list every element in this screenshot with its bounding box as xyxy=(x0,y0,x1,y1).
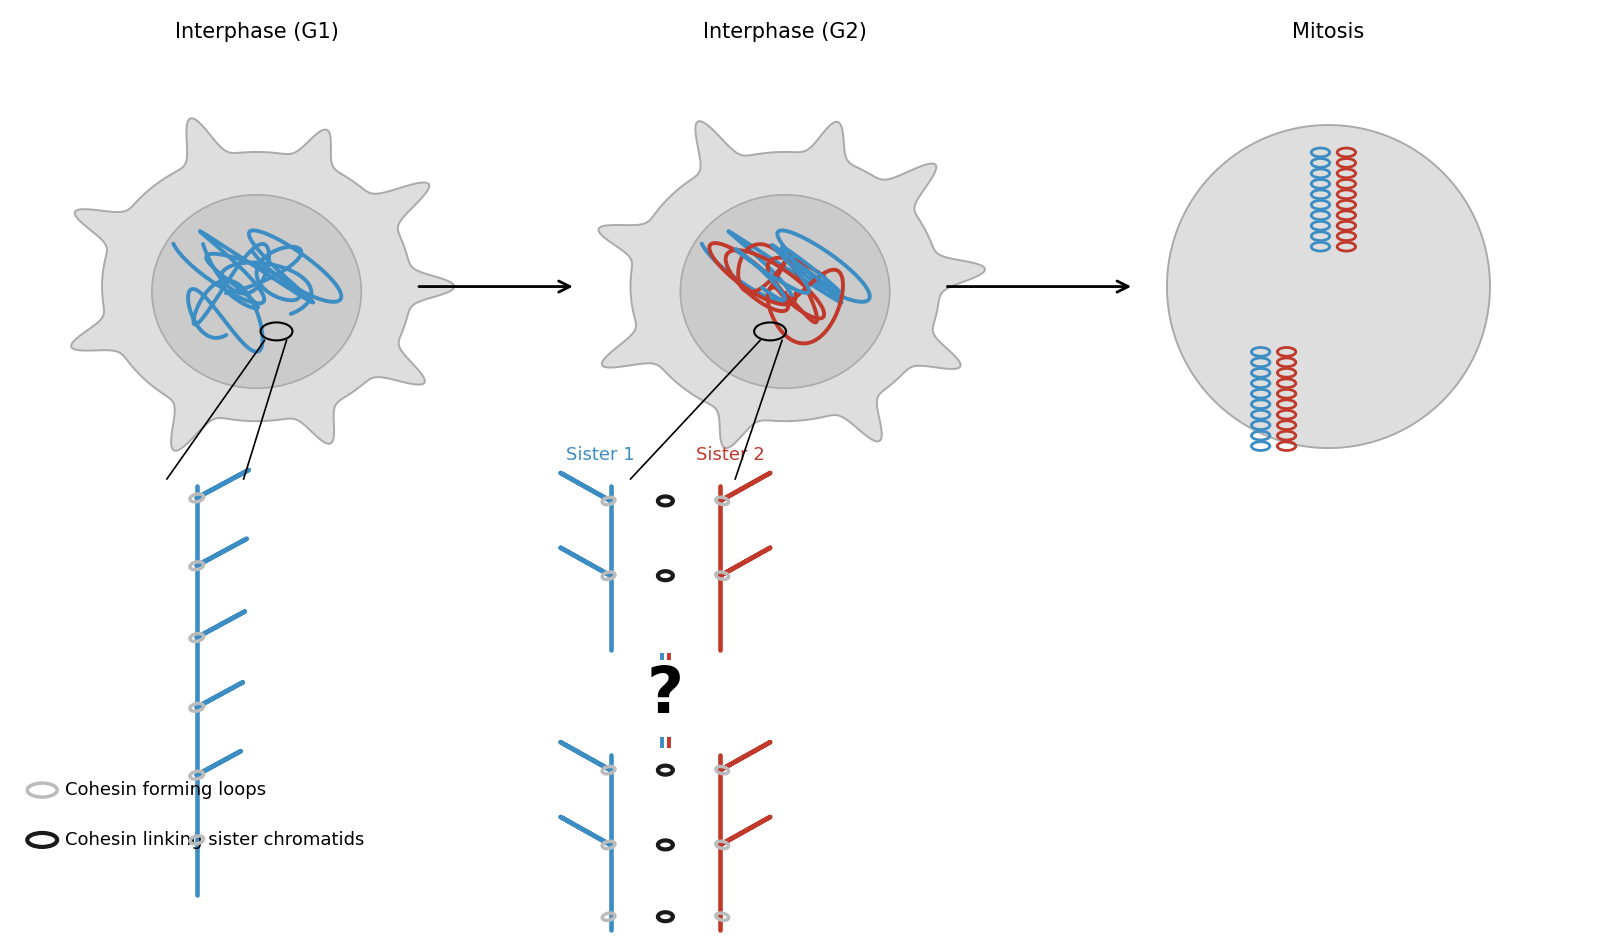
Circle shape xyxy=(1167,125,1491,448)
Text: ?: ? xyxy=(647,665,684,727)
Text: Mitosis: Mitosis xyxy=(1292,22,1364,43)
Text: Interphase (G1): Interphase (G1) xyxy=(175,22,338,43)
Ellipse shape xyxy=(152,195,362,388)
Text: Interphase (G2): Interphase (G2) xyxy=(703,22,868,43)
Polygon shape xyxy=(599,121,985,448)
Text: Sister 2: Sister 2 xyxy=(696,446,765,464)
Polygon shape xyxy=(70,118,455,451)
Text: Cohesin linking sister chromatids: Cohesin linking sister chromatids xyxy=(66,831,365,849)
Text: Sister 1: Sister 1 xyxy=(567,446,636,464)
Ellipse shape xyxy=(680,195,890,388)
Text: Cohesin forming loops: Cohesin forming loops xyxy=(66,781,266,799)
